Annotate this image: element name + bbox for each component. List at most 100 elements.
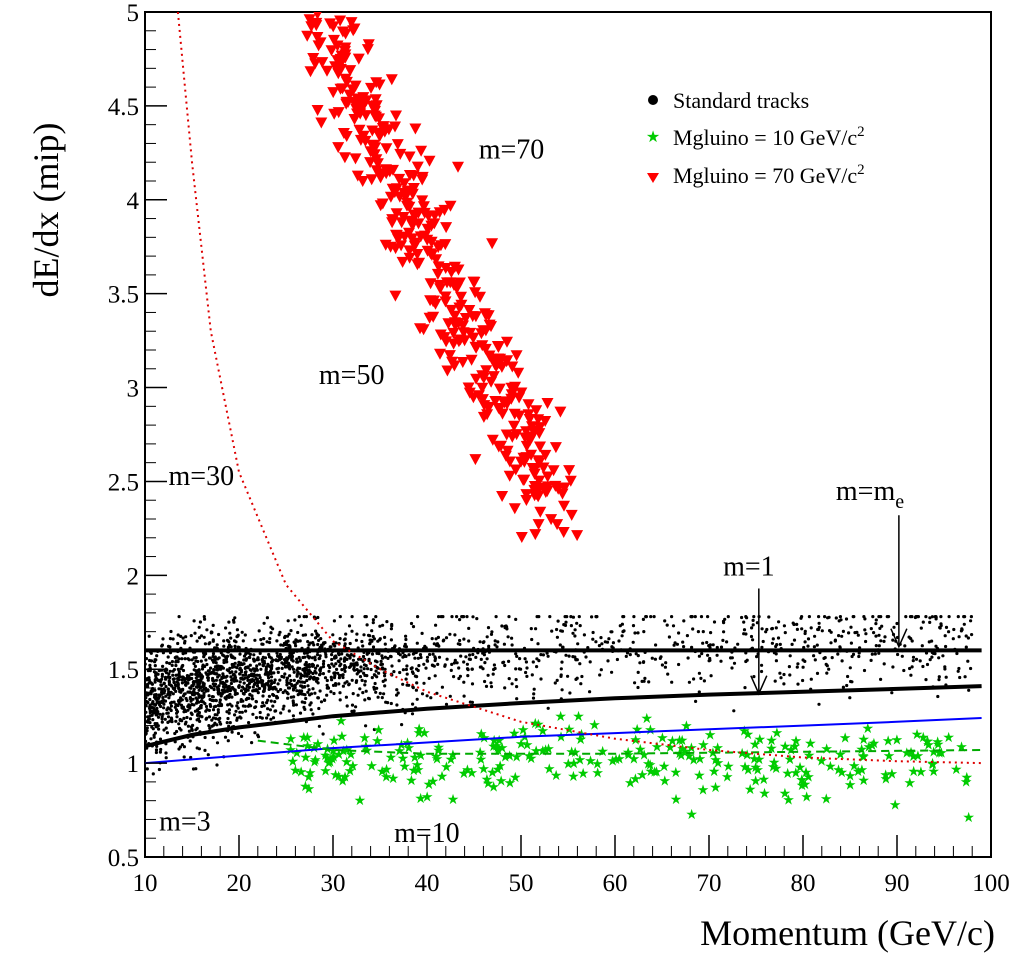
gluino70-point	[391, 139, 404, 151]
gluino70-point	[344, 65, 357, 77]
standard-track-point	[393, 644, 397, 648]
standard-track-point	[314, 679, 319, 683]
standard-track-point	[910, 639, 914, 643]
standard-track-point	[571, 615, 576, 619]
gluino70-point	[554, 406, 567, 418]
standard-track-point	[172, 677, 176, 681]
standard-track-point	[340, 673, 344, 677]
standard-track-point	[282, 704, 286, 708]
standard-track-point	[179, 667, 183, 671]
gluino70-point	[313, 12, 322, 20]
standard-track-point	[305, 674, 309, 678]
gluino70-point	[459, 313, 472, 324]
standard-track-point	[230, 678, 234, 682]
standard-track-point	[215, 713, 219, 717]
standard-track-point	[401, 682, 405, 686]
standard-track-point	[725, 640, 729, 644]
standard-track-point	[328, 645, 332, 649]
standard-track-point	[145, 710, 148, 714]
standard-track-point	[255, 689, 259, 693]
standard-track-point	[266, 698, 270, 702]
gluino70-point	[374, 168, 387, 180]
x-tick-label: 10	[133, 870, 158, 897]
standard-track-point	[235, 718, 239, 722]
standard-track-point	[266, 713, 270, 717]
gluino70-point	[327, 87, 340, 99]
gluino70-point	[316, 57, 329, 69]
standard-track-point	[692, 677, 696, 681]
standard-track-point	[175, 710, 180, 714]
gluino10-point: ★	[685, 808, 698, 823]
standard-track-point	[206, 676, 210, 680]
standard-track-point	[162, 706, 166, 710]
standard-track-point	[207, 715, 212, 719]
gluino10-point: ★	[328, 734, 341, 749]
standard-track-point	[401, 668, 405, 672]
gluino10-point: ★	[868, 737, 881, 752]
standard-track-point	[236, 706, 240, 710]
standard-track-point	[321, 672, 325, 676]
standard-track-point	[445, 657, 449, 661]
standard-track-point	[269, 679, 273, 683]
standard-track-point	[433, 674, 437, 678]
standard-track-point	[963, 615, 967, 619]
standard-track-point	[317, 706, 321, 711]
gluino10-point: ★	[427, 775, 440, 790]
standard-track-point	[211, 708, 216, 712]
standard-track-point	[240, 734, 244, 739]
gluino10-point: ★	[298, 731, 311, 746]
standard-track-point	[287, 664, 291, 669]
standard-track-point	[483, 661, 487, 665]
gluino10-point: ★	[574, 754, 587, 769]
gluino70-point	[373, 113, 385, 125]
standard-track-point	[300, 700, 304, 704]
standard-track-point	[462, 615, 466, 619]
standard-track-point	[453, 633, 457, 637]
standard-track-point	[561, 645, 565, 649]
standard-track-point	[174, 663, 178, 668]
standard-track-point	[693, 615, 697, 619]
gluino10-point: ★	[481, 773, 494, 788]
standard-track-point	[319, 700, 324, 704]
gluino70-point	[430, 254, 443, 266]
standard-track-point	[145, 739, 148, 743]
standard-track-point	[749, 634, 754, 639]
standard-track-point	[329, 690, 333, 694]
standard-track-point	[214, 678, 218, 682]
standard-track-point	[841, 629, 846, 634]
standard-track-point	[181, 687, 185, 692]
standard-track-point	[536, 642, 540, 646]
standard-track-point	[335, 667, 339, 672]
standard-track-point	[628, 653, 632, 657]
standard-track-point	[204, 709, 208, 713]
standard-track-point	[852, 615, 856, 619]
standard-track-point	[774, 659, 779, 663]
standard-track-point	[225, 721, 229, 725]
gluino70-point	[469, 287, 482, 299]
standard-track-point	[315, 653, 320, 657]
gluino70-point	[390, 208, 403, 220]
standard-track-point	[224, 626, 228, 630]
standard-track-point	[192, 687, 196, 692]
standard-track-point	[599, 636, 603, 640]
standard-track-point	[392, 670, 396, 674]
gluino10-point: ★	[492, 763, 505, 778]
standard-track-point	[163, 717, 167, 721]
standard-track-point	[203, 748, 207, 753]
standard-track-point	[721, 638, 725, 643]
standard-track-point	[266, 671, 270, 675]
gluino70-point	[339, 52, 352, 64]
standard-track-point	[247, 655, 251, 659]
gluino10-point: ★	[781, 767, 794, 782]
standard-track-point	[594, 615, 599, 619]
gluino10-point: ★	[555, 731, 568, 746]
legend-sup-gluino70: 2	[857, 162, 865, 178]
gluino70-point	[421, 223, 434, 235]
standard-track-point	[462, 660, 466, 664]
curve-m-30	[176, 12, 982, 765]
standard-track-point	[211, 638, 215, 642]
standard-track-point	[909, 637, 913, 641]
standard-track-point	[222, 654, 226, 658]
standard-track-point	[179, 703, 184, 707]
gluino10-point: ★	[658, 760, 671, 775]
